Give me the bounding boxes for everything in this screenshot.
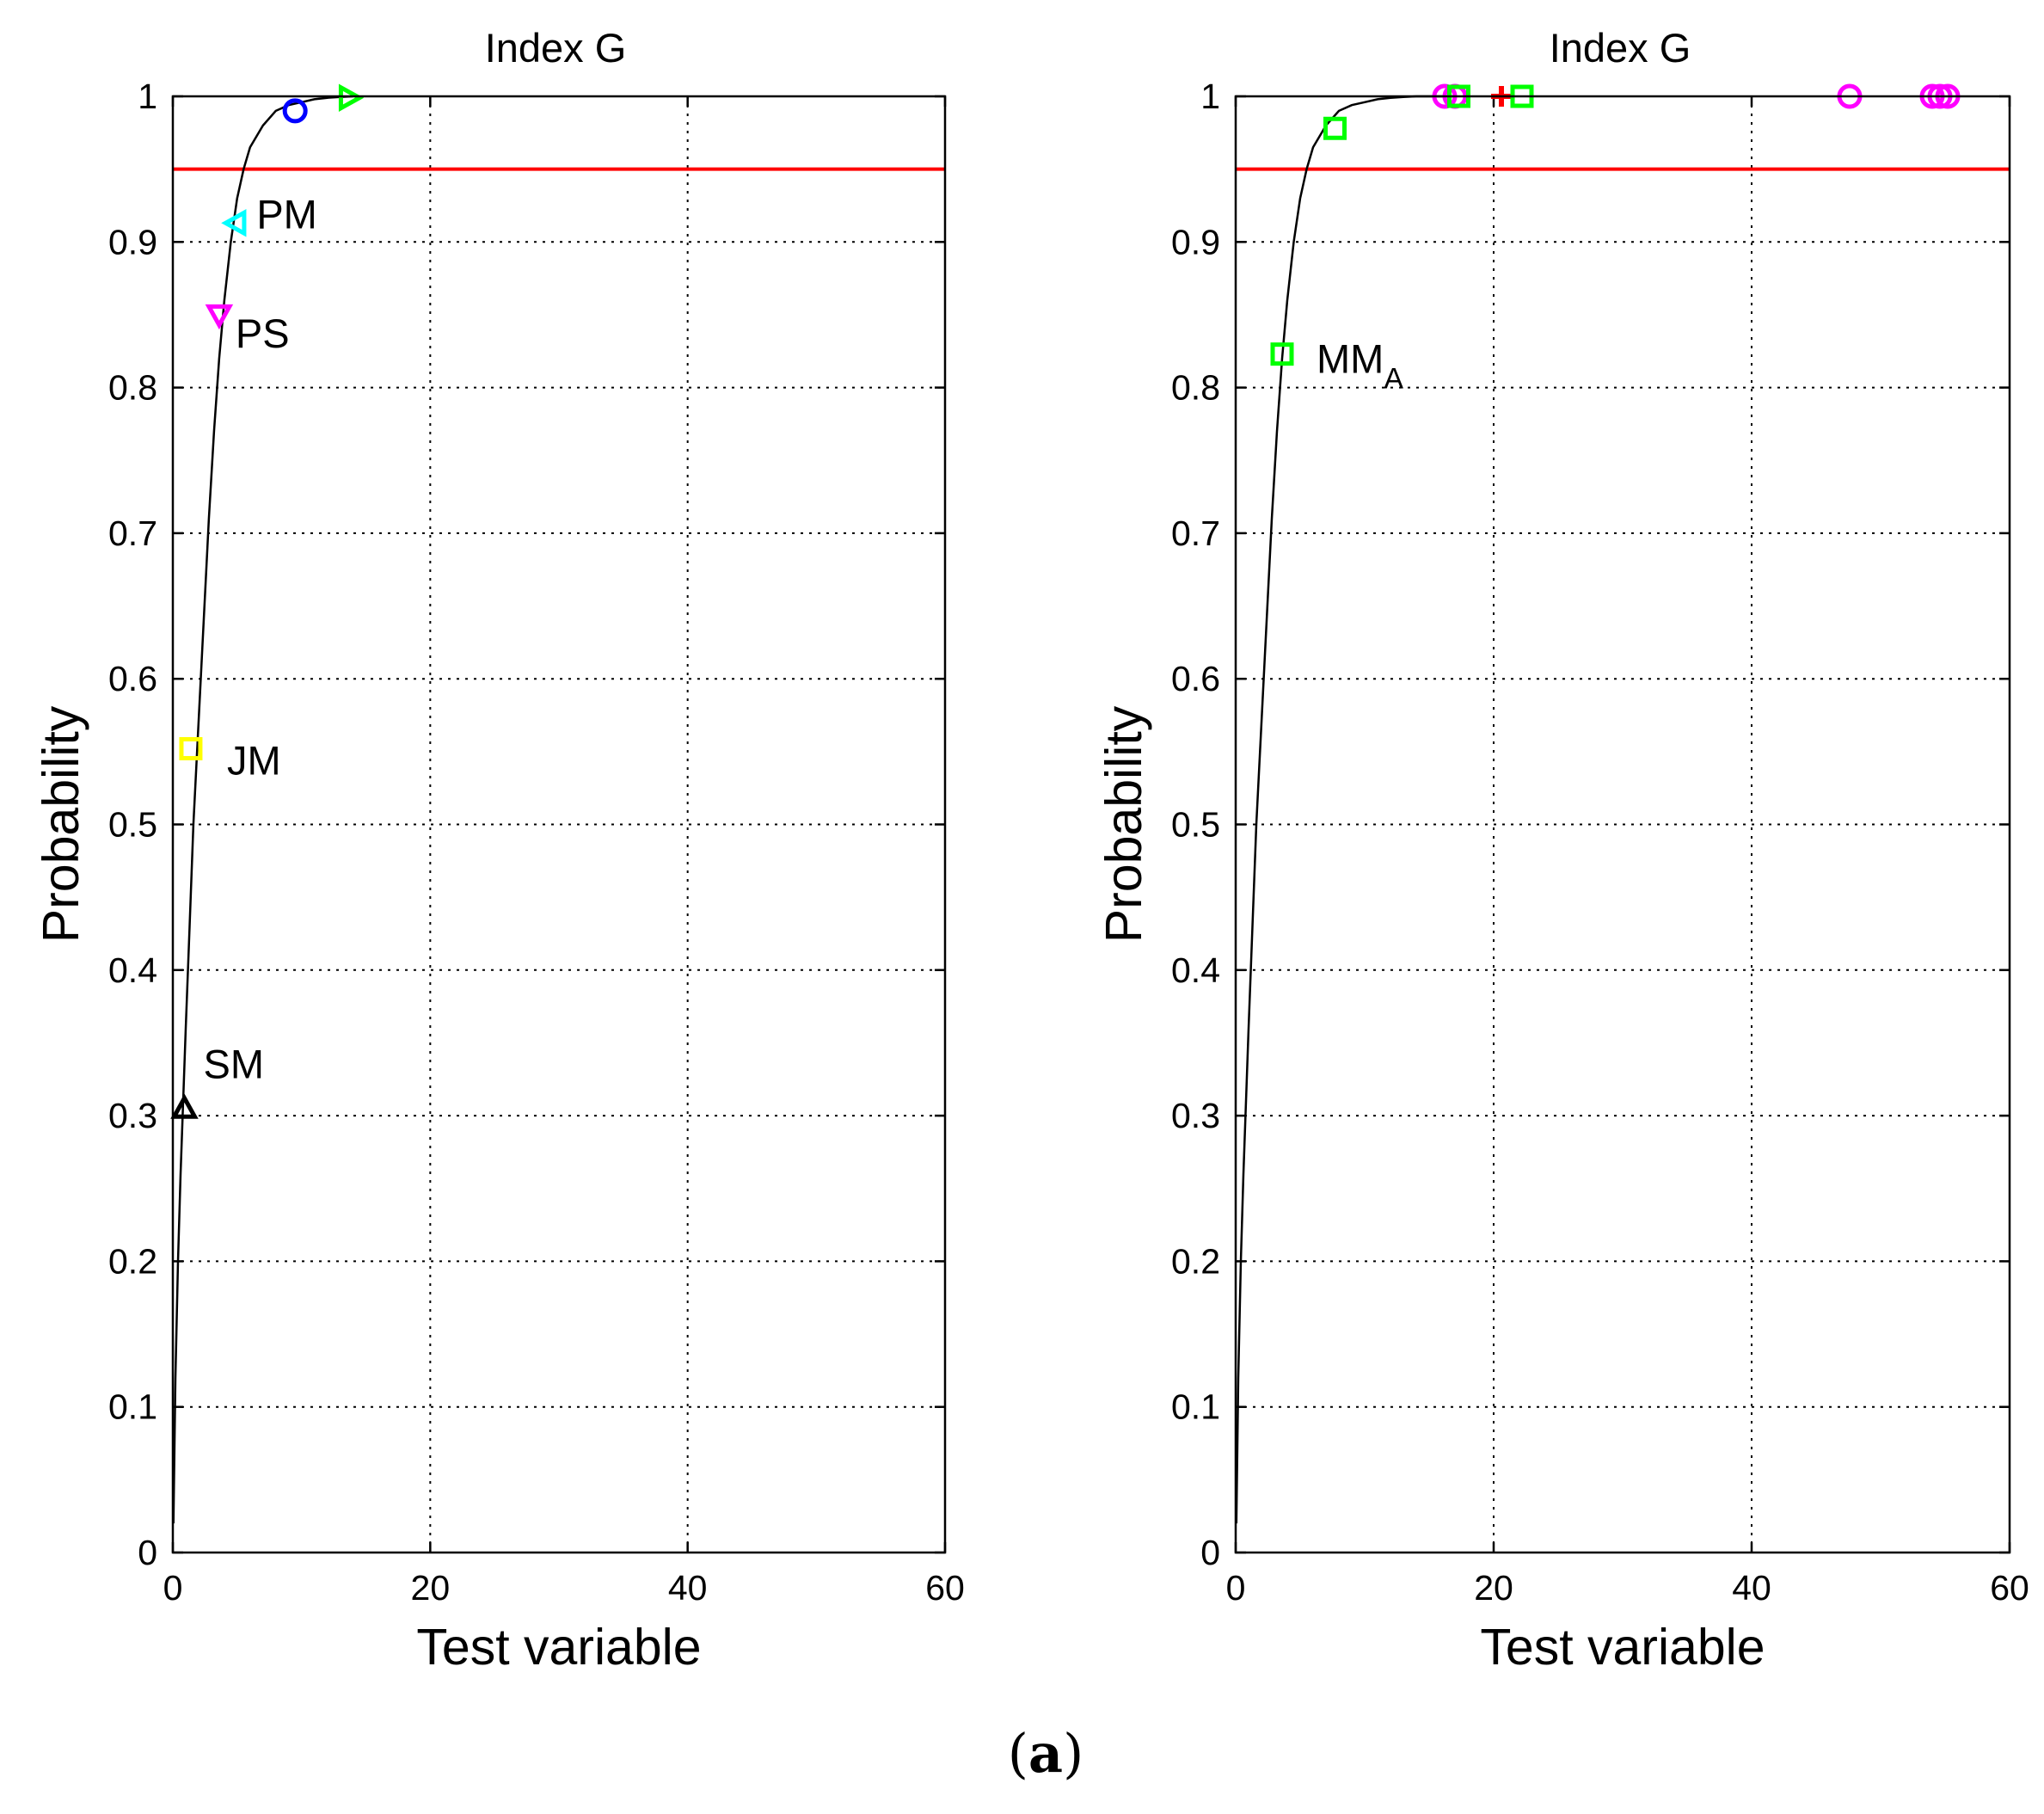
y-tick-label: 0.5 [108,805,157,845]
y-tick-label: 0.6 [108,659,157,698]
y-axis-label: Probability [1096,705,1152,943]
x-tick-label: 60 [925,1568,965,1608]
right-chart: 0 0.1 0.2 0.3 0.4 0.5 0.6 0.7 0.8 0.9 1 0 20 40 60 MMA I… [1096,25,2029,1676]
x-tick-label: 20 [1474,1568,1513,1608]
y-tick-label: 0.4 [1171,950,1220,990]
caption-letter: a [1028,1722,1063,1785]
x-tick-label: 0 [163,1568,183,1608]
marker-label: PS [236,311,290,356]
x-tick-label: 60 [1990,1568,2029,1608]
y-tick-label: 1 [1200,77,1220,116]
data-point-marker [170,1093,199,1119]
marker-label: SM [203,1042,264,1087]
left-chart: 0 0.1 0.2 0.3 0.4 0.5 0.6 0.7 0.8 0.9 1 0 20 40 60 SM JM… [33,25,965,1676]
y-tick-label: 0.5 [1171,805,1220,845]
axes-frame [1234,95,2011,1554]
grid-lines [1236,96,2010,1553]
y-tick-label: 0.2 [108,1241,157,1281]
y-tick-label: 0.3 [1171,1096,1220,1135]
marker-label: MMA [1317,336,1403,396]
y-tick-label: 0.6 [1171,659,1220,698]
y-tick-label: 1 [138,77,157,116]
caption-open-paren: ( [1008,1722,1028,1785]
chart-title: Index G [485,25,627,71]
axes-frame [171,95,947,1554]
y-axis-label: Probability [33,705,89,943]
x-axis-label: Test variable [1480,1619,1765,1676]
y-tick-label: 0.7 [108,513,157,553]
y-tick-label: 0.1 [1171,1387,1220,1427]
x-tick-label: 20 [411,1568,451,1608]
caption-close-paren: ) [1063,1722,1083,1785]
data-point-marker [282,98,308,124]
marker-label: PM [256,191,317,237]
y-tick-label: 0.9 [108,222,157,261]
y-tick-label: 0.3 [108,1096,157,1135]
x-tick-label: 40 [668,1568,708,1608]
x-tick-label: 40 [1732,1568,1771,1608]
marker-label: JM [227,737,281,783]
y-tick-label: 0.9 [1171,222,1220,261]
y-tick-label: 0.1 [108,1387,157,1427]
y-tick-label: 0.7 [1171,513,1220,553]
data-point-marker [1323,116,1347,140]
y-tick-label: 0.8 [108,368,157,408]
data-point-marker [179,736,203,760]
chart-title: Index G [1550,25,1691,71]
x-axis-label: Test variable [416,1619,701,1676]
data-point-marker [1270,342,1294,366]
y-tick-label: 0.2 [1171,1241,1220,1281]
y-tick-label: 0 [1200,1533,1220,1572]
data-point-marker [221,209,247,237]
y-tick-label: 0.4 [108,950,157,990]
y-tick-label: 0 [138,1533,157,1572]
figure-caption: (a) [1008,1722,1084,1785]
x-tick-label: 0 [1226,1568,1246,1608]
data-point-marker [205,304,234,330]
data-point-marker [338,83,365,112]
cdf-curve [1235,95,1455,1524]
y-tick-label: 0.8 [1171,368,1220,408]
grid-lines [173,96,945,1553]
